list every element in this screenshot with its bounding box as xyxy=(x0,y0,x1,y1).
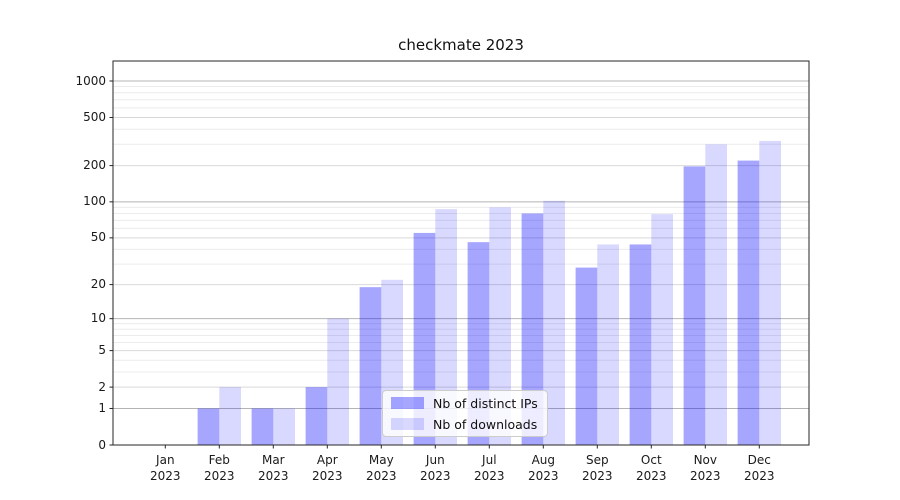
y-tick-label-5: 5 xyxy=(98,343,106,358)
x-tick-label-nov: Nov 2023 xyxy=(690,453,721,483)
y-tick-label-500: 500 xyxy=(83,109,106,124)
y-tick-label-0: 0 xyxy=(98,437,106,452)
x-tick-label-sep: Sep 2023 xyxy=(582,453,613,483)
legend: Nb of distinct IPs Nb of downloads xyxy=(382,390,548,437)
bar-downloads xyxy=(651,214,673,445)
legend-swatch-distinct-ips xyxy=(391,397,424,409)
y-tick-label-100: 100 xyxy=(83,194,106,209)
bar-distinct-ips xyxy=(737,160,760,445)
bar-downloads xyxy=(597,244,619,445)
legend-item-downloads: Nb of downloads xyxy=(391,415,539,433)
bar-downloads xyxy=(759,140,781,445)
bar-distinct-ips xyxy=(305,387,328,445)
x-tick-label-mar: Mar 2023 xyxy=(258,453,289,483)
x-tick-label-aug: Aug 2023 xyxy=(528,453,559,483)
bar-downloads xyxy=(435,209,457,445)
x-tick-label-oct: Oct 2023 xyxy=(636,453,667,483)
x-tick-label-dec: Dec 2023 xyxy=(744,453,775,483)
y-tick-label-20: 20 xyxy=(90,277,106,292)
x-tick-label-jul: Jul 2023 xyxy=(474,453,505,483)
y-tick-label-1000: 1000 xyxy=(75,73,106,88)
bar-distinct-ips xyxy=(359,287,382,445)
bar-downloads xyxy=(543,200,565,445)
y-tick-label-2: 2 xyxy=(98,379,106,394)
legend-swatch-downloads xyxy=(391,418,424,430)
y-tick-label-200: 200 xyxy=(83,158,106,173)
bar-distinct-ips xyxy=(629,244,652,445)
x-tick-label-jun: Jun 2023 xyxy=(420,453,451,483)
legend-item-distinct-ips: Nb of distinct IPs xyxy=(391,394,539,412)
bar-downloads xyxy=(705,144,727,445)
legend-label-distinct-ips: Nb of distinct IPs xyxy=(433,395,538,411)
y-tick-label-1: 1 xyxy=(98,400,106,415)
x-tick-label-may: May 2023 xyxy=(366,453,397,483)
bar-distinct-ips xyxy=(521,213,544,445)
plot-border xyxy=(112,60,810,446)
x-tick-label-feb: Feb 2023 xyxy=(204,453,235,483)
bar-distinct-ips xyxy=(251,408,274,445)
bar-downloads xyxy=(219,387,241,445)
legend-label-downloads: Nb of downloads xyxy=(433,416,538,432)
y-tick-label-50: 50 xyxy=(90,230,106,245)
bar-downloads xyxy=(327,318,349,445)
bar-distinct-ips xyxy=(575,267,598,445)
bar-downloads xyxy=(273,408,295,445)
bar-downloads xyxy=(489,207,511,445)
bar-distinct-ips xyxy=(683,166,706,445)
chart-title: checkmate 2023 xyxy=(398,36,524,54)
x-tick-label-apr: Apr 2023 xyxy=(312,453,343,483)
bar-distinct-ips xyxy=(197,408,220,445)
x-tick-label-jan: Jan 2023 xyxy=(150,453,181,483)
y-tick-label-10: 10 xyxy=(90,311,106,326)
